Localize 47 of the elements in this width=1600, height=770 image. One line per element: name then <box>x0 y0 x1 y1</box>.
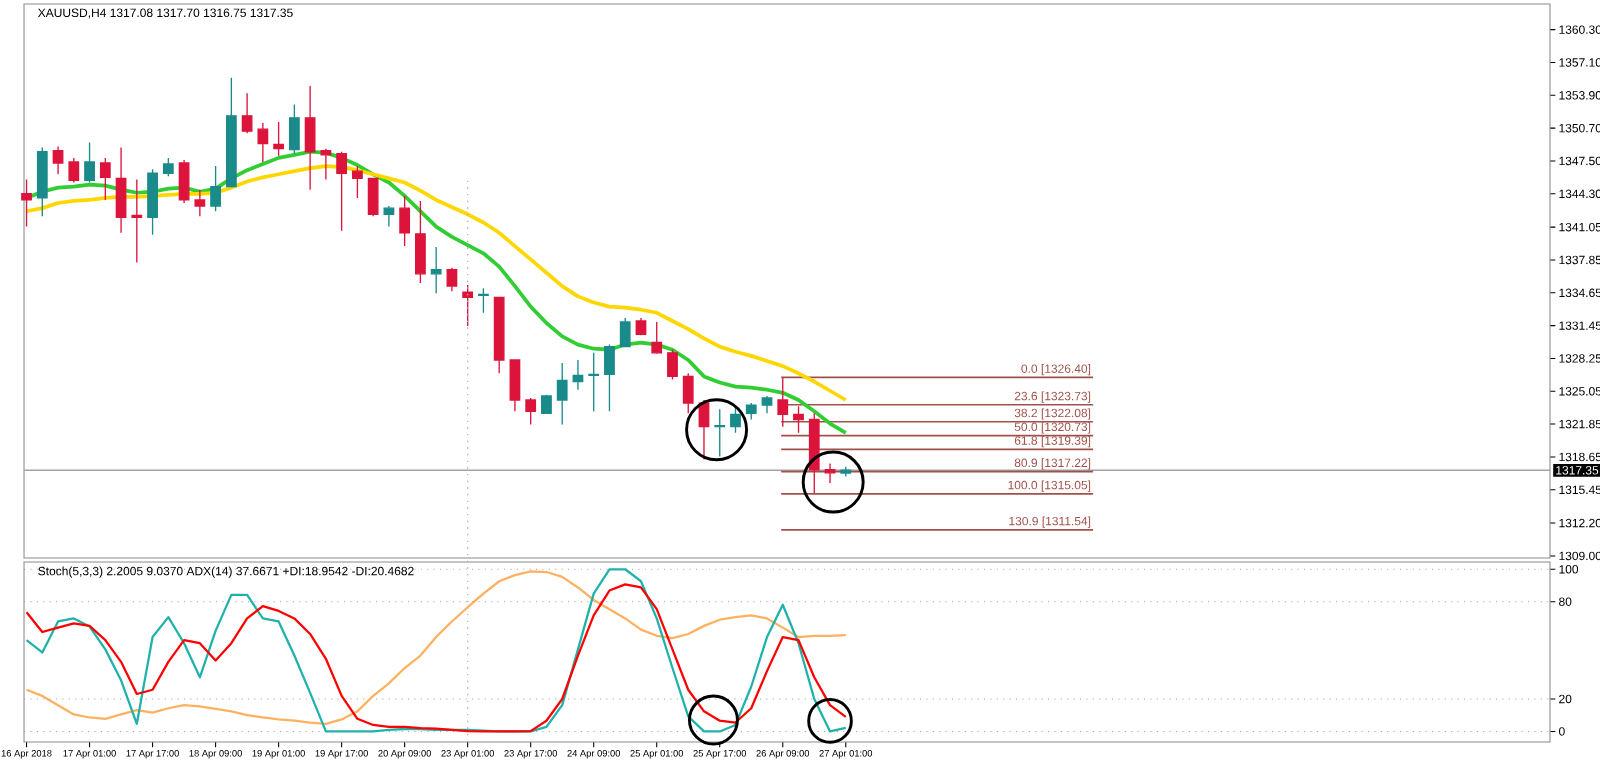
candlestick <box>745 402 757 421</box>
candlestick <box>635 317 647 337</box>
candlestick <box>541 394 552 414</box>
candlestick <box>225 77 237 189</box>
candlestick <box>115 146 127 234</box>
candlestick <box>84 141 95 184</box>
candlestick <box>556 362 568 426</box>
candlestick <box>619 317 631 348</box>
candlestick <box>777 376 789 428</box>
candlestick <box>399 195 411 247</box>
candlestick <box>320 147 332 181</box>
candlestick <box>210 165 221 212</box>
candlestick <box>667 349 678 381</box>
candlestick <box>383 205 395 228</box>
candlestick <box>257 122 269 163</box>
candlestick <box>824 462 836 484</box>
candlestick <box>415 200 426 284</box>
candlestick <box>682 372 694 414</box>
candlestick <box>288 103 300 155</box>
candlestick <box>604 343 615 412</box>
candlestick <box>430 246 442 294</box>
candlestick <box>304 85 316 191</box>
candlestick <box>840 465 852 478</box>
candlestick <box>36 146 48 218</box>
candlestick <box>68 157 80 184</box>
candlestick <box>21 178 32 228</box>
candlestick <box>509 359 521 412</box>
candlestick <box>525 397 537 426</box>
candlestick <box>808 412 820 495</box>
candlestick <box>99 157 111 201</box>
candlestick <box>147 168 158 236</box>
candlestick <box>793 405 804 434</box>
candlestick <box>241 92 253 134</box>
candlestick <box>572 359 584 391</box>
candlestick <box>651 321 663 355</box>
candlestick <box>761 395 773 414</box>
candlestick <box>52 145 64 175</box>
candlestick <box>194 189 206 218</box>
candlestick <box>493 296 505 374</box>
candlestick <box>178 159 190 204</box>
candlestick <box>367 177 379 218</box>
candlestick <box>351 165 363 199</box>
candlestick <box>698 399 710 461</box>
candlestick <box>446 266 458 292</box>
candlestick <box>162 157 174 178</box>
candlestick <box>730 406 741 434</box>
candlestick <box>336 151 348 232</box>
